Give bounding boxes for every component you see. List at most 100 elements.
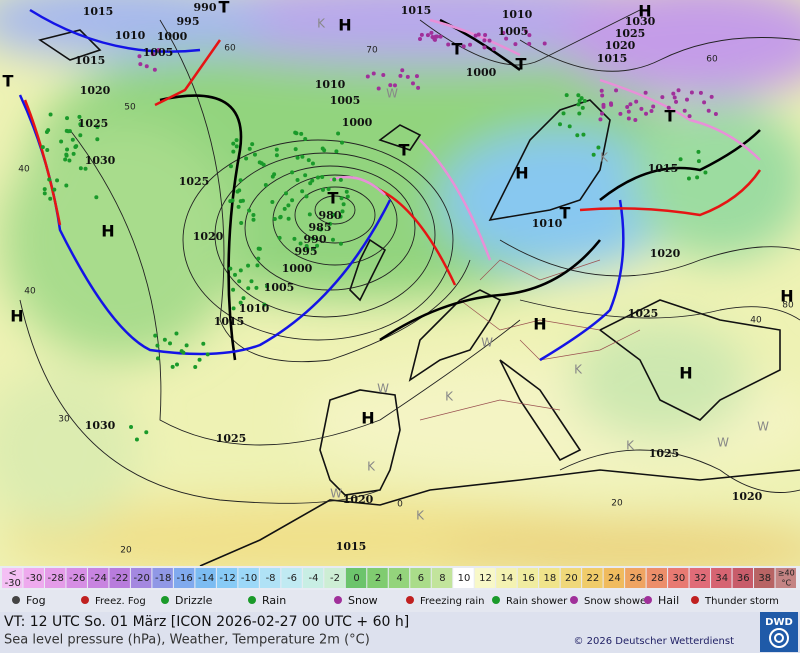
rain-dot [340, 209, 345, 214]
rain-dot [259, 161, 264, 166]
legend-label: Hail [658, 594, 679, 607]
snow-dot [600, 111, 605, 116]
snow-dot [671, 91, 676, 96]
pressure-center: T [219, 0, 230, 17]
temperature-label: 60 [706, 55, 718, 65]
isobar-label: 1030 [85, 419, 116, 432]
rain-dot [307, 212, 312, 217]
scale-cell [259, 568, 281, 588]
rain-dot [134, 437, 139, 442]
snow-dot [674, 99, 679, 104]
weather-letter: K [600, 151, 609, 165]
rain-dot [65, 116, 70, 121]
rain-dot [310, 178, 315, 183]
isobar-label: 1025 [615, 27, 646, 40]
rain-dot [295, 178, 300, 183]
rain-dot [236, 204, 241, 209]
rain-dot [678, 157, 683, 162]
pressure-center: H [638, 2, 651, 21]
rain-dot [231, 149, 236, 154]
legend-icon [570, 596, 578, 604]
rain-dot [294, 131, 299, 136]
legend-icon [12, 596, 20, 604]
snow-dot [473, 33, 478, 38]
rain-dot [78, 122, 83, 127]
rain-dot [246, 286, 251, 291]
scale-cell [66, 568, 87, 588]
scale-cell [754, 568, 775, 588]
weather-letter: K [574, 363, 583, 377]
weather-legend: Fog Freez. Fog Drizzle Rain Snow Freezing rai… [12, 594, 779, 607]
scale-cell [195, 568, 216, 588]
snow-dot [416, 85, 421, 90]
rain-dot [247, 146, 252, 151]
rain-dot [558, 122, 563, 127]
snow-dot [513, 42, 518, 47]
scale-cell [2, 568, 23, 588]
snow-dot [418, 37, 423, 42]
isobar-label: 1000 [282, 262, 313, 275]
rain-dot [47, 177, 52, 182]
rain-dot [286, 203, 291, 208]
isobar-label: 1025 [78, 117, 109, 130]
scale-label: -30 [26, 573, 42, 584]
scale-label: 28 [651, 573, 664, 584]
snow-dot [639, 106, 644, 111]
rain-dot [231, 287, 236, 292]
rain-dot [292, 236, 297, 241]
rain-dot [256, 246, 261, 251]
snow-dot [709, 94, 714, 99]
rain-dot [270, 200, 275, 205]
scale-label: -12 [219, 573, 235, 584]
isobar-label: 1005 [143, 46, 174, 59]
rain-dot [300, 189, 305, 194]
scale-label: 12 [479, 573, 492, 584]
snow-dot [706, 108, 711, 113]
isobar-label: 1025 [628, 307, 659, 320]
rain-dot [40, 145, 45, 150]
scale-label: 24 [608, 573, 621, 584]
scale-cell [732, 568, 754, 588]
snow-dot [713, 111, 718, 116]
rain-dot [193, 364, 198, 369]
pressure-center: H [10, 307, 23, 326]
logo-text: DWD [765, 617, 793, 628]
scale-label: -8 [266, 573, 276, 584]
rain-dot [252, 152, 257, 157]
rain-dot [567, 124, 572, 129]
scale-label: 32 [694, 573, 707, 584]
snow-dot [609, 102, 614, 107]
scale-label: 34 [715, 573, 728, 584]
scale-label: -22 [112, 573, 128, 584]
isobar-label: 980 [319, 209, 342, 222]
rain-dot [231, 141, 236, 146]
rain-dot [59, 139, 64, 144]
snow-dot [365, 74, 370, 79]
snow-dot [414, 74, 419, 79]
rain-dot [338, 177, 343, 182]
snow-dot [633, 117, 638, 122]
pressure-center: H [338, 16, 351, 35]
scale-label: 0 [353, 573, 359, 584]
rain-dot [277, 235, 282, 240]
snow-dot [425, 33, 430, 38]
weather-letter: W [481, 336, 493, 350]
snow-dot [491, 46, 496, 51]
scale-label: 2 [375, 573, 381, 584]
isobar-label: 995 [177, 15, 200, 28]
rain-dot [293, 147, 298, 152]
snow-dot [698, 90, 703, 95]
weather-letter: K [626, 439, 635, 453]
scale-cell [431, 568, 453, 588]
rain-dot [290, 170, 295, 175]
snow-dot [523, 29, 528, 34]
rain-dot [311, 246, 316, 251]
snow-dot [614, 88, 619, 93]
isobar-label: 1020 [650, 247, 681, 260]
rain-dot [78, 166, 83, 171]
scale-label: -26 [69, 573, 85, 584]
scale-label: 30 [672, 573, 685, 584]
rain-dot [286, 216, 291, 221]
snow-dot [542, 41, 547, 46]
scale-label: 38 [758, 573, 771, 584]
